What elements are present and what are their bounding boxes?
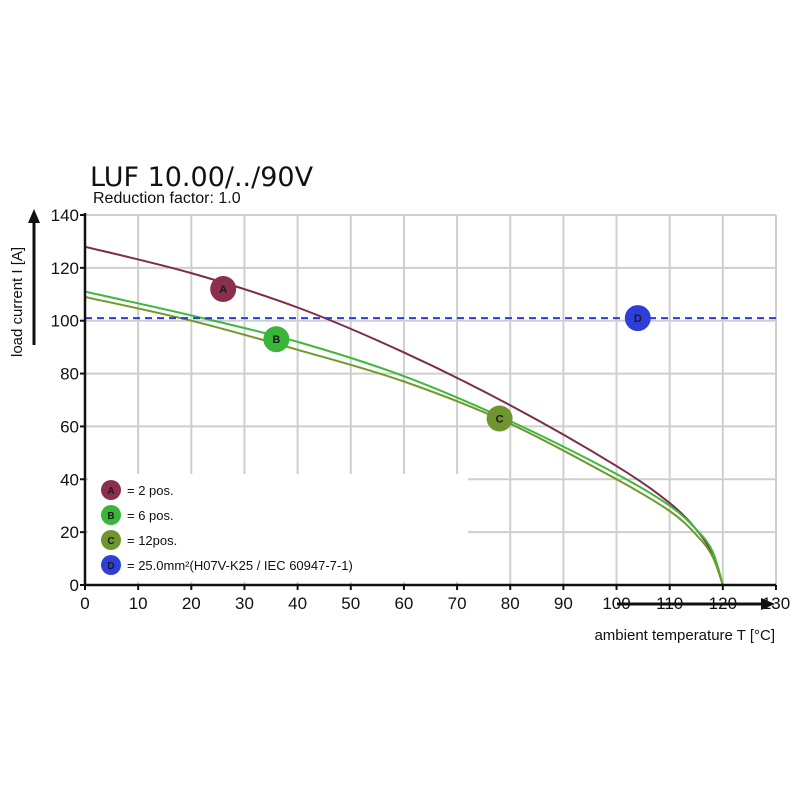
- y-tick-label: 80: [60, 365, 79, 384]
- axes: [80, 213, 777, 590]
- x-tick-label: 130: [762, 594, 790, 613]
- x-tick-label: 50: [341, 594, 360, 613]
- x-tick-label: 40: [288, 594, 307, 613]
- legend-label-B: = 6 pos.: [127, 508, 174, 523]
- y-tick-label: 0: [70, 576, 79, 595]
- y-tick-label: 60: [60, 417, 79, 436]
- chart-subtitle: Reduction factor: 1.0: [93, 190, 241, 207]
- legend: A = 2 pos. B = 6 pos. C = 12pos. D = 25.0mm²(H0…: [101, 480, 353, 575]
- legend-label-D: = 25.0mm²(H07V-K25 / IEC 60947-7-1): [127, 558, 353, 573]
- x-tick-label: 10: [129, 594, 148, 613]
- y-axis-arrowhead: [28, 209, 40, 223]
- y-tick-label: 20: [60, 523, 79, 542]
- chart-title: LUF 10.00/../90V: [90, 162, 314, 193]
- series-marker-letter: A: [219, 284, 227, 296]
- x-tick-label: 100: [602, 594, 630, 613]
- legend-swatch-C: [101, 530, 121, 550]
- x-axis-label: ambient temperature T [°C]: [594, 627, 775, 644]
- series-marker-A: [210, 276, 237, 302]
- legend-swatch-letter: B: [107, 511, 114, 522]
- legend-swatch-letter: A: [107, 486, 114, 497]
- series-marker-D: [624, 305, 651, 332]
- y-axis-label: load current I [A]: [9, 247, 26, 357]
- y-tick-label: 120: [51, 259, 79, 278]
- series-marker-letter: D: [634, 313, 642, 325]
- x-tick-label: 80: [501, 594, 520, 613]
- y-tick-label: 40: [60, 470, 79, 489]
- legend-label-C: = 12pos.: [127, 533, 177, 548]
- legend-swatch-D: [101, 555, 121, 575]
- legend-background: [88, 474, 468, 582]
- y-tick-label: 100: [51, 312, 79, 331]
- series-marker-C: [486, 405, 513, 432]
- legend-swatch-letter: D: [107, 561, 114, 572]
- x-tick-label: 0: [80, 594, 89, 613]
- series-markers: A B C D: [210, 276, 651, 432]
- x-axis-arrowhead: [761, 598, 775, 610]
- legend-box: [88, 474, 468, 582]
- series-marker-letter: C: [496, 414, 504, 426]
- x-tick-label: 70: [448, 594, 467, 613]
- series-marker-B: [263, 326, 290, 353]
- legend-swatch-letter: C: [107, 536, 114, 547]
- x-tick-label: 90: [554, 594, 573, 613]
- x-tick-label: 60: [394, 594, 413, 613]
- x-tick-label: 30: [235, 594, 254, 613]
- series-marker-letter: B: [272, 334, 280, 346]
- legend-label-A: = 2 pos.: [127, 483, 174, 498]
- legend-swatch-B: [101, 505, 121, 525]
- legend-swatch-A: [101, 480, 121, 500]
- tick-labels: 0 10 20 30 40 50 60 70 80 90 100 110 120 130020406080…: [51, 206, 791, 613]
- y-tick-label: 140: [51, 206, 79, 225]
- x-tick-label: 20: [182, 594, 201, 613]
